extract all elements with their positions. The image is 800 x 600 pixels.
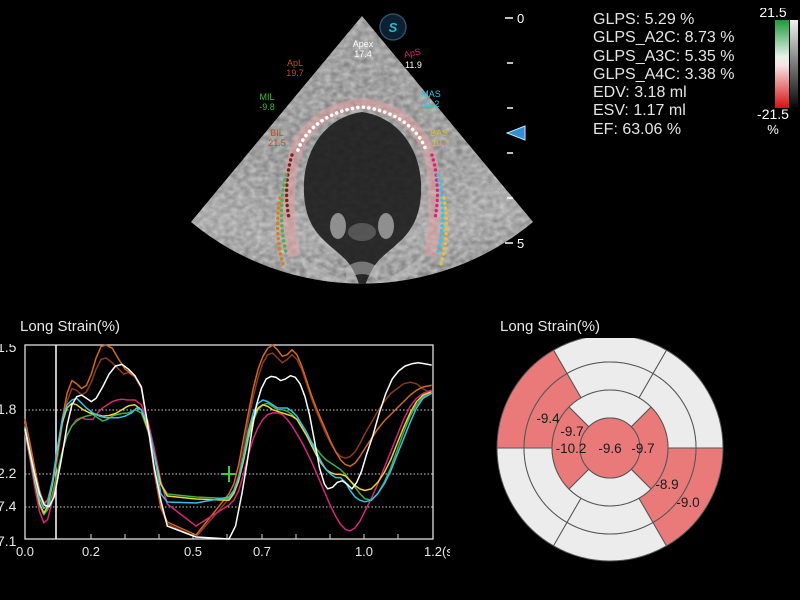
svg-text:1.8: 1.8	[0, 401, 17, 417]
svg-text:21.5: 21.5	[759, 8, 786, 20]
svg-text:0.2: 0.2	[82, 544, 100, 559]
svg-text:-10.2: -10.2	[556, 441, 587, 456]
svg-text:1.2: 1.2	[424, 544, 442, 559]
svg-text:7.1: 7.1	[0, 533, 17, 549]
svg-text:-9.6: -9.6	[598, 441, 621, 456]
svg-text:0: 0	[517, 11, 524, 26]
svg-text:-9.7: -9.7	[560, 424, 583, 439]
svg-text:1.5: 1.5	[0, 344, 17, 355]
svg-text:1.0: 1.0	[355, 544, 373, 559]
svg-text:-9.0: -9.0	[676, 495, 699, 510]
svg-text:-8.9: -8.9	[655, 477, 678, 492]
svg-text:0.5: 0.5	[184, 544, 202, 559]
svg-text:2.2: 2.2	[0, 465, 17, 481]
svg-text:5: 5	[517, 236, 524, 251]
svg-text:-21.5: -21.5	[757, 106, 789, 122]
svg-text:-9.7: -9.7	[631, 441, 654, 456]
svg-text:-9.4: -9.4	[536, 411, 560, 426]
svg-text:0.0: 0.0	[16, 544, 34, 559]
svg-text:S: S	[389, 20, 398, 35]
svg-text:%: %	[767, 122, 779, 137]
svg-text:0.7: 0.7	[253, 544, 271, 559]
svg-text:(s): (s)	[442, 544, 450, 559]
svg-text:7.4: 7.4	[0, 498, 17, 514]
